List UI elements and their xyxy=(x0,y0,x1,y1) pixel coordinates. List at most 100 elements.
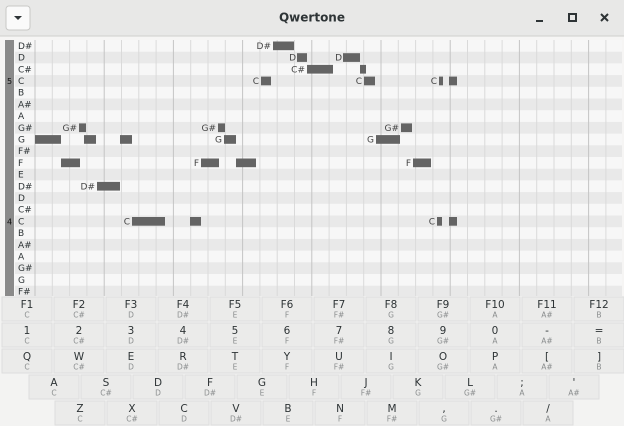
key-note: A# xyxy=(541,363,552,372)
key-note: F# xyxy=(334,337,345,346)
key[interactable] xyxy=(105,296,157,322)
key-note: D# xyxy=(177,337,189,346)
key[interactable] xyxy=(573,296,624,322)
key[interactable] xyxy=(496,374,548,400)
key-note: D# xyxy=(177,311,189,320)
key[interactable] xyxy=(132,374,184,400)
key[interactable] xyxy=(54,400,106,426)
key[interactable] xyxy=(158,400,210,426)
key-label: . xyxy=(494,403,497,415)
key[interactable] xyxy=(548,374,600,400)
key[interactable] xyxy=(365,322,417,348)
key[interactable] xyxy=(522,400,574,426)
key-note: C xyxy=(24,363,29,372)
key[interactable] xyxy=(80,374,132,400)
key-label: 4 xyxy=(180,325,187,337)
key[interactable] xyxy=(209,322,261,348)
row-label: E xyxy=(18,171,24,181)
key[interactable] xyxy=(365,348,417,374)
key[interactable] xyxy=(106,400,158,426)
key[interactable] xyxy=(417,322,469,348)
key[interactable] xyxy=(288,374,340,400)
key-note: A xyxy=(492,363,498,372)
key[interactable] xyxy=(53,348,105,374)
row-stripe xyxy=(15,262,622,274)
key-label: = xyxy=(595,325,604,337)
key[interactable] xyxy=(313,296,365,322)
key[interactable] xyxy=(105,322,157,348)
key-note: G# xyxy=(464,389,476,398)
row-stripe xyxy=(15,98,622,111)
key[interactable] xyxy=(209,296,261,322)
row-label: A xyxy=(18,112,25,122)
key-note: G# xyxy=(437,363,449,372)
key[interactable] xyxy=(469,322,521,348)
key[interactable] xyxy=(105,348,157,374)
key-label: F7 xyxy=(333,299,346,311)
row-label: G# xyxy=(18,264,33,274)
key[interactable] xyxy=(53,296,105,322)
key[interactable] xyxy=(573,322,624,348)
key[interactable] xyxy=(418,400,470,426)
key-label: 6 xyxy=(284,325,291,337)
octave-strip xyxy=(5,40,14,296)
note-block xyxy=(97,181,120,191)
key-label: F2 xyxy=(73,299,86,311)
key[interactable] xyxy=(573,348,624,374)
maximize-button[interactable] xyxy=(568,13,577,22)
key[interactable] xyxy=(28,374,80,400)
key[interactable] xyxy=(157,348,209,374)
key-note: G xyxy=(388,363,394,372)
key[interactable] xyxy=(1,296,53,322)
key-note: B xyxy=(596,337,601,346)
key[interactable] xyxy=(469,348,521,374)
close-button[interactable] xyxy=(600,13,609,22)
key[interactable] xyxy=(521,322,573,348)
key-note: E xyxy=(260,389,265,398)
key-label: / xyxy=(546,403,550,415)
key[interactable] xyxy=(521,296,573,322)
key[interactable] xyxy=(210,400,262,426)
key[interactable] xyxy=(261,322,313,348)
note-label: D# xyxy=(257,42,271,52)
key[interactable] xyxy=(314,400,366,426)
key[interactable] xyxy=(417,348,469,374)
key[interactable] xyxy=(366,400,418,426)
key[interactable] xyxy=(1,322,53,348)
note-label: G# xyxy=(201,124,216,134)
key[interactable] xyxy=(313,348,365,374)
key-note: C xyxy=(77,415,82,424)
note-block xyxy=(218,123,225,133)
key-label: X xyxy=(128,403,135,415)
key[interactable] xyxy=(209,348,261,374)
key[interactable] xyxy=(313,322,365,348)
row-stripe xyxy=(15,192,622,204)
key[interactable] xyxy=(340,374,392,400)
key-note: F xyxy=(285,363,289,372)
key[interactable] xyxy=(1,348,53,374)
key[interactable] xyxy=(53,322,105,348)
key[interactable] xyxy=(417,296,469,322)
key[interactable] xyxy=(184,374,236,400)
key[interactable] xyxy=(262,400,314,426)
key-note: D xyxy=(155,389,161,398)
row-stripe xyxy=(15,215,622,228)
menu-arrow xyxy=(14,16,22,20)
key[interactable] xyxy=(157,296,209,322)
row-stripe xyxy=(15,168,622,181)
key-note: A xyxy=(492,337,498,346)
key[interactable] xyxy=(261,296,313,322)
key-label: N xyxy=(336,403,344,415)
key-label: R xyxy=(179,351,186,363)
key[interactable] xyxy=(392,374,444,400)
menu-button[interactable] xyxy=(5,5,31,31)
key[interactable] xyxy=(469,296,521,322)
key[interactable] xyxy=(444,374,496,400)
key-label: 1 xyxy=(24,325,31,337)
key[interactable] xyxy=(157,322,209,348)
key[interactable] xyxy=(365,296,417,322)
key[interactable] xyxy=(470,400,522,426)
key[interactable] xyxy=(261,348,313,374)
key[interactable] xyxy=(236,374,288,400)
key[interactable] xyxy=(521,348,573,374)
